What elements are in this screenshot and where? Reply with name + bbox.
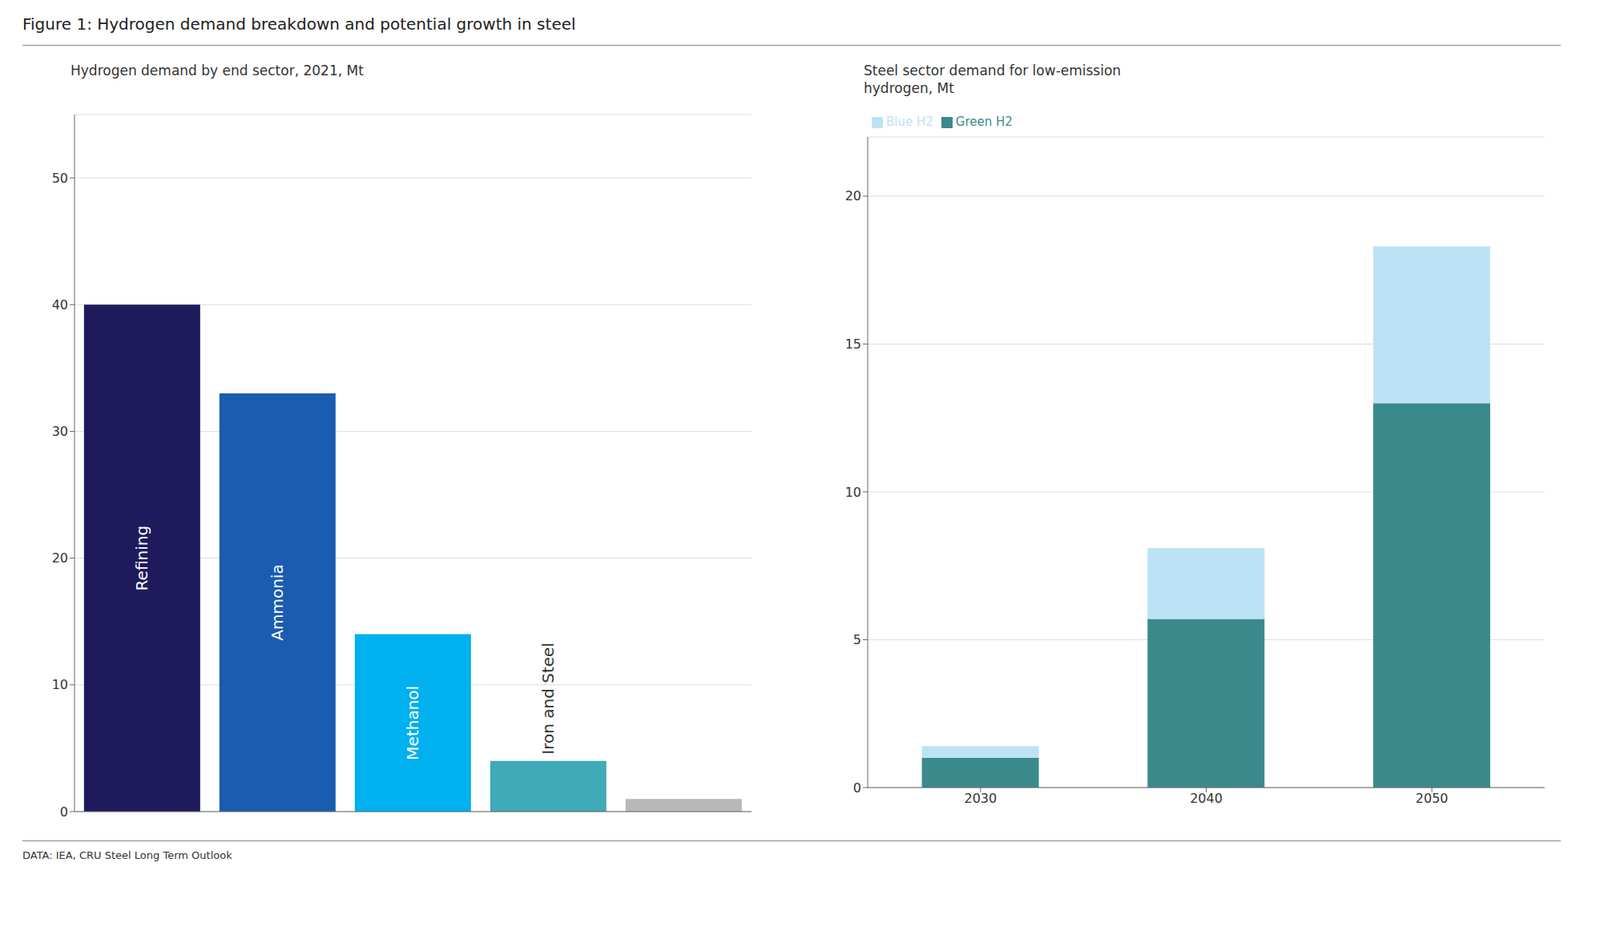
svg-text:Methanol: Methanol [403,685,423,761]
html-text:DATA: IEA, CRU Steel Long Term: DATA: IEA, CRU Steel Long Term Outlook [22,849,233,862]
svg-text:20: 20 [52,550,69,566]
svg-text:Iron and Steel: Iron and Steel [538,642,558,755]
svg-text:2030: 2030 [963,790,997,807]
html-text:Steel sector demand for low-em: Steel sector demand for low-emission [863,62,1121,79]
svg-text:10: 10 [845,484,862,500]
svg-text:20: 20 [845,188,862,204]
svg-text:2040: 2040 [1189,790,1223,807]
html-text:Figure 1: Hydrogen demand brea: Figure 1: Hydrogen demand breakdown and … [22,14,576,34]
svg-text:15: 15 [845,336,862,352]
svg-text:Ammonia: Ammonia [267,564,287,641]
svg-text:40: 40 [52,297,69,313]
html-text:hydrogen, Mt: hydrogen, Mt [863,80,955,97]
html-text:Green H2: Green H2 [955,114,1013,129]
svg-text:0: 0 [853,780,862,796]
svg-text:50: 50 [52,170,69,186]
svg-text:30: 30 [52,423,69,440]
svg-text:5: 5 [853,632,862,648]
svg-text:2050: 2050 [1415,790,1449,807]
html-text:Hydrogen demand by end sector,: Hydrogen demand by end sector, 2021, Mt [70,62,364,79]
svg-text:0: 0 [60,804,69,820]
svg-text:10: 10 [52,677,69,693]
svg-text:Refining: Refining [132,525,152,592]
html-text:Blue H2: Blue H2 [886,114,934,129]
